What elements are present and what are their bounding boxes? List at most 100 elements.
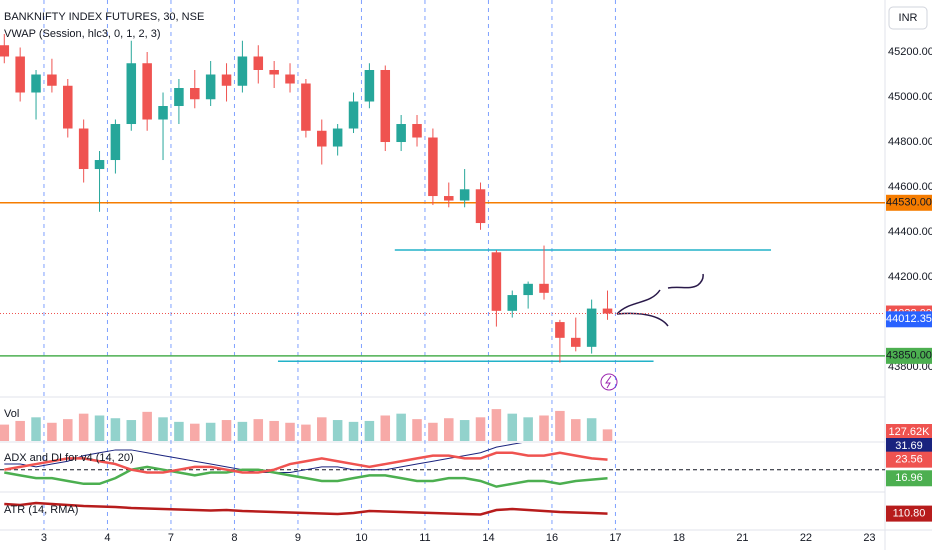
price-label-box <box>886 470 932 487</box>
candle-body <box>602 308 613 314</box>
volume-bar <box>348 421 359 441</box>
chart-title: BANKNIFTY INDEX FUTURES, 30, NSE <box>4 11 204 23</box>
candle-body <box>539 283 549 293</box>
adx-title: ADX and DI for v4 (14, 20) <box>4 452 134 464</box>
x-tick-label: 17 <box>609 532 621 544</box>
x-tick-label: 3 <box>41 532 47 544</box>
currency-box[interactable] <box>888 6 928 30</box>
candle-body <box>412 124 422 138</box>
volume-bar <box>190 423 200 441</box>
volume-bar <box>364 420 375 441</box>
price-label: 44530.00 <box>886 197 932 209</box>
volume-bar <box>31 417 41 441</box>
candle-body <box>205 74 216 100</box>
price-label-box <box>886 194 932 211</box>
price-label-box <box>886 438 932 454</box>
volume-bar <box>380 415 391 441</box>
volume-bar <box>142 411 152 441</box>
alert-icon[interactable] <box>600 373 618 391</box>
x-tick-label: 18 <box>673 532 685 544</box>
volume-bar <box>523 417 533 441</box>
volume-bar <box>221 420 232 441</box>
volume-bar <box>555 410 565 441</box>
candle-body <box>586 308 597 347</box>
price-label-box <box>886 451 932 468</box>
candle-body <box>491 252 502 311</box>
volume-bar <box>253 419 264 441</box>
indicator-line <box>4 501 608 516</box>
volume-bar <box>285 422 295 441</box>
volume-bar <box>602 429 613 441</box>
volume-bar <box>428 422 438 441</box>
price-label: 43850.00 <box>886 350 932 362</box>
candle-body <box>174 88 184 107</box>
candle-body <box>507 295 518 311</box>
candle-body <box>301 83 311 131</box>
candle-body <box>142 63 152 120</box>
y-tick-label: 44800.00 <box>888 136 932 148</box>
x-tick-label: 14 <box>482 532 494 544</box>
price-label-box <box>886 424 932 440</box>
candle-body <box>555 322 565 338</box>
volume-bar <box>15 420 25 441</box>
x-tick-label: 16 <box>546 532 558 544</box>
y-tick-label: 43800.00 <box>888 361 932 373</box>
candle-body <box>285 74 295 84</box>
candle-body <box>332 128 343 147</box>
volume-bar <box>0 424 10 441</box>
candle-body <box>126 63 137 125</box>
volume-bar <box>174 421 184 441</box>
x-tick-label: 21 <box>736 532 748 544</box>
candle-body <box>571 337 581 347</box>
volume-bar <box>110 418 121 441</box>
price-label: 44012.35 <box>886 313 932 325</box>
currency: INR <box>899 12 918 24</box>
candle-body <box>269 69 279 75</box>
volume-bar <box>47 422 57 441</box>
alert-bolt <box>605 375 612 389</box>
y-tick-label: 45200.00 <box>888 46 932 58</box>
y-tick-label: 45000.00 <box>888 91 932 103</box>
candle-body <box>15 56 25 93</box>
candle-body <box>0 45 10 57</box>
candle-body <box>459 189 470 201</box>
volume-bar <box>507 413 518 441</box>
indicator-line <box>4 465 608 488</box>
candle-body <box>47 74 57 86</box>
volume-bar <box>491 409 502 441</box>
candle-body <box>364 69 375 102</box>
volume-bar <box>444 418 454 441</box>
candle-body <box>158 106 168 120</box>
candle-body <box>31 74 41 93</box>
x-tick-label: 11 <box>419 532 430 544</box>
x-tick-label: 9 <box>295 532 301 544</box>
x-tick-label: 10 <box>355 532 367 544</box>
volume-bar <box>269 420 279 441</box>
candle-body <box>253 56 264 70</box>
indicator-line <box>4 451 608 474</box>
candle-body <box>317 130 327 147</box>
volume-bar <box>459 420 470 441</box>
y-tick-label: 44200.00 <box>888 271 932 283</box>
x-tick-label: 22 <box>800 532 812 544</box>
volume-title: Vol <box>4 408 19 420</box>
volume-bar <box>237 421 248 441</box>
candle-body <box>444 196 454 201</box>
price-label-box <box>886 505 932 522</box>
candle-body <box>475 189 486 224</box>
price-label: 127.62K <box>889 426 931 438</box>
volume-bar <box>317 417 327 441</box>
price-label-box <box>886 311 932 328</box>
volume-bar <box>332 420 343 441</box>
candle-body <box>221 74 232 86</box>
candle-body <box>78 128 89 170</box>
candle-body <box>348 101 359 129</box>
indicator-title: VWAP (Session, hlc3, 0, 1, 2, 3) <box>4 28 161 40</box>
indicator-line <box>4 443 523 474</box>
price-label: 16.96 <box>895 472 923 484</box>
candle-body <box>190 88 200 100</box>
volume-bar <box>301 424 311 441</box>
volume-bar <box>475 417 486 441</box>
price-label-box <box>886 347 932 364</box>
